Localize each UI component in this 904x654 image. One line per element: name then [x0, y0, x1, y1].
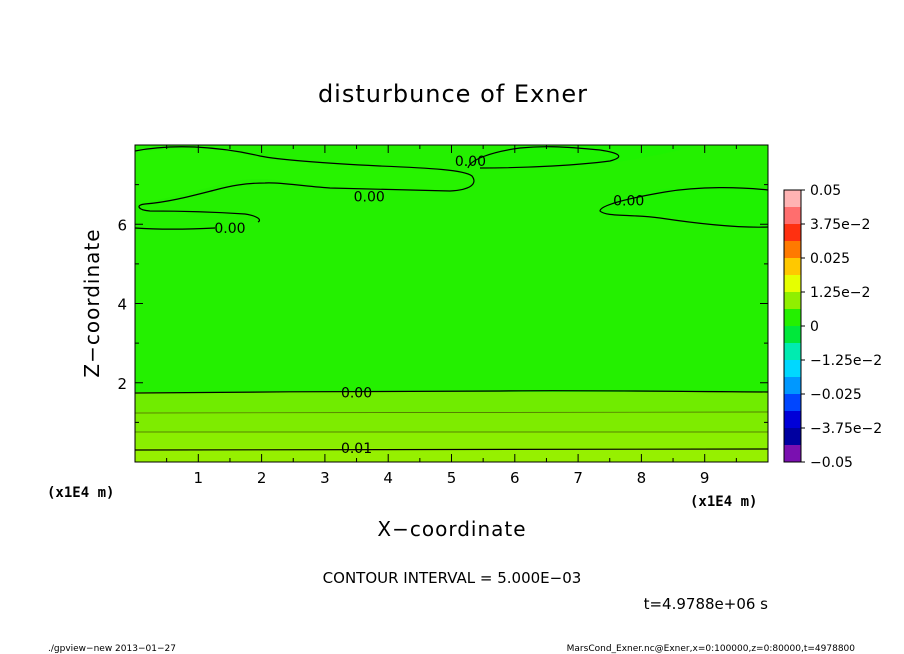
- x-axis-label: X−coordinate: [377, 517, 526, 541]
- colorbar-tick-label: −0.05: [810, 455, 853, 471]
- y-tick-label: 4: [117, 296, 127, 314]
- colorbar-tick-label: −0.025: [810, 387, 862, 403]
- colorbar-tick-label: 0.05: [810, 183, 841, 199]
- colorbar-swatch: [784, 207, 801, 225]
- x-axis: 1 2 3 4 5 6 7 8 9: [166, 145, 737, 487]
- fill-region-upper-left: [135, 147, 474, 205]
- x-tick-label: 9: [700, 469, 710, 487]
- colorbar-tick-label: −3.75e−2: [810, 421, 882, 437]
- contour-interval-text: CONTOUR INTERVAL = 5.000E−03: [323, 569, 582, 587]
- y-tick-label: 2: [117, 375, 127, 393]
- contour-label: 0.00: [214, 221, 245, 237]
- x-tick-label: 7: [573, 469, 583, 487]
- colorbar-swatch: [784, 394, 801, 412]
- colorbar-swatch: [784, 258, 801, 276]
- colorbar-swatch: [784, 445, 801, 463]
- colorbar-swatch: [784, 190, 801, 208]
- contour-label: 0.00: [455, 154, 486, 170]
- colorbar-swatch: [784, 275, 801, 293]
- x-unit-label: (x1E4 m): [690, 494, 757, 510]
- colorbar-swatch: [784, 428, 801, 446]
- colorbar-swatch: [784, 343, 801, 361]
- time-text: t=4.9788e+06 s: [644, 595, 769, 613]
- contour-line-upper-left: [134, 146, 475, 223]
- colorbar-tick-label: 1.25e−2: [810, 285, 870, 301]
- x-tick-label: 4: [383, 469, 393, 487]
- contour-labels: 0.00 0.00 0.00 0.00 0.00 0.01: [214, 154, 644, 457]
- colorbar-tick-label: 0: [810, 319, 819, 335]
- x-tick-label: 3: [320, 469, 330, 487]
- fill-region-upper-right: [135, 145, 768, 229]
- x-tick-label: 2: [257, 469, 267, 487]
- contour-line-upper-right: [599, 187, 769, 228]
- colorbar: 0.05 3.75e−2 0.025 1.25e−2 0 −1.25e−2 −0.025 −3…: [783, 183, 882, 471]
- fill-region-top: [135, 145, 768, 168]
- contour-label: 0.00: [354, 190, 385, 206]
- x-tick-label: 6: [510, 469, 520, 487]
- y-unit-label: (x1E4 m): [47, 485, 114, 501]
- y-tick-label: 6: [117, 216, 127, 234]
- colorbar-swatch: [784, 377, 801, 395]
- colorbar-swatch: [784, 309, 801, 327]
- colorbar-swatch: [784, 224, 801, 242]
- contour-label: 0.00: [613, 193, 644, 209]
- y-axis-label: Z−coordinate: [80, 228, 104, 377]
- colorbar-swatch: [784, 326, 801, 344]
- x-tick-label: 1: [194, 469, 204, 487]
- contour-label: 0.00: [341, 386, 372, 402]
- y-axis: 2 4 6: [117, 184, 768, 423]
- colorbar-tick-label: 0.025: [810, 251, 850, 267]
- colorbar-swatch: [784, 292, 801, 310]
- colorbar-tick-label: 3.75e−2: [810, 217, 870, 233]
- contour-line-left: [134, 227, 216, 230]
- contour-line-top: [467, 146, 620, 169]
- colorbar-swatch: [784, 411, 801, 429]
- chart-title: disturbunce of Exner: [318, 80, 588, 108]
- footer-right: MarsCond_Exner.nc@Exner,x=0:100000,z=0:8…: [567, 644, 856, 654]
- contour-label: 0.01: [341, 441, 372, 457]
- footer-left: ./gpview−new 2013−01−27: [48, 644, 176, 654]
- x-tick-label: 8: [637, 469, 647, 487]
- colorbar-swatch: [784, 360, 801, 378]
- contour-line-zero-lower: [134, 389, 769, 394]
- colorbar-tick-label: −1.25e−2: [810, 353, 882, 369]
- colorbar-swatch: [784, 241, 801, 259]
- plot-area: 0.00 0.00 0.00 0.00 0.00 0.01: [134, 144, 769, 463]
- x-tick-label: 5: [447, 469, 457, 487]
